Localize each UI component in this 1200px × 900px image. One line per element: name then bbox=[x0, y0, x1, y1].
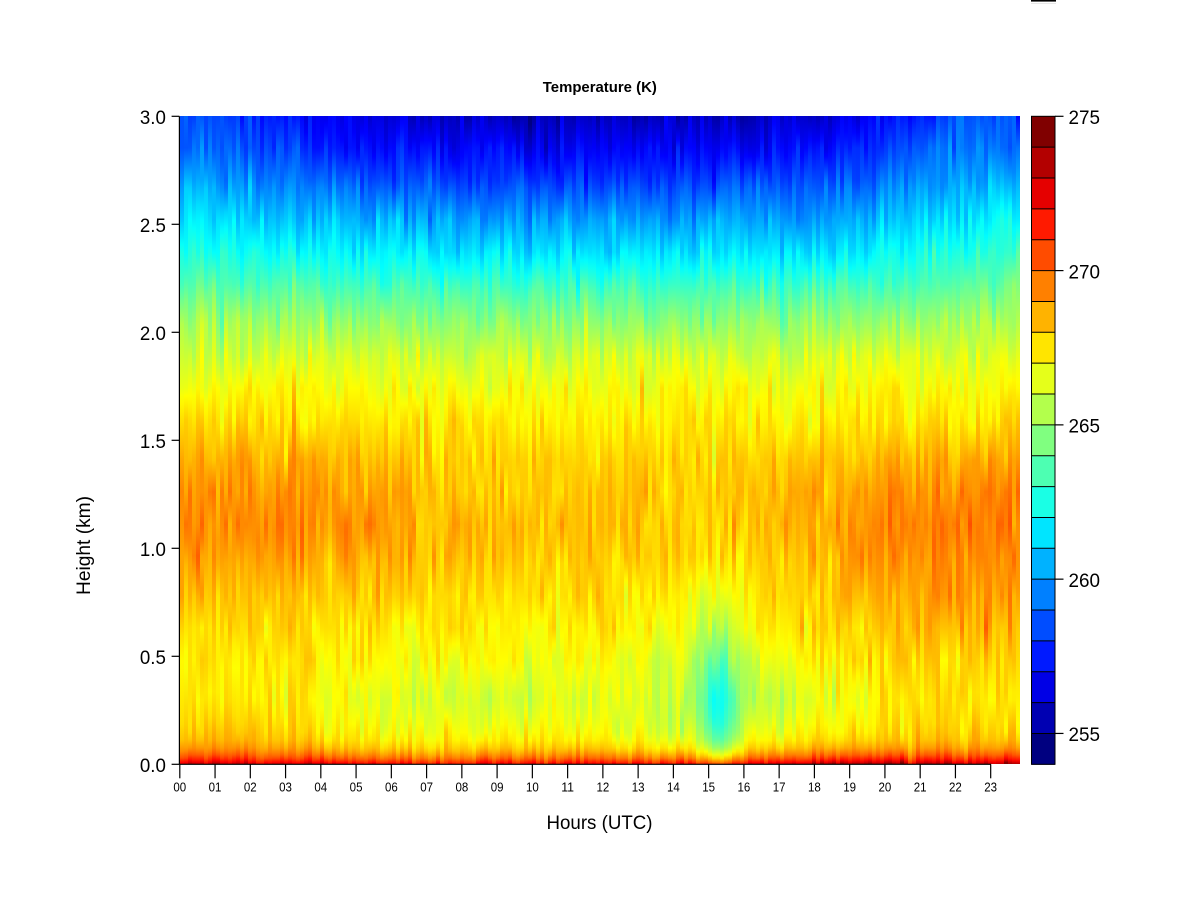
svg-text:0.0: 0.0 bbox=[140, 756, 166, 777]
svg-text:15: 15 bbox=[702, 779, 715, 794]
svg-text:Hours (UTC): Hours (UTC) bbox=[547, 813, 653, 834]
svg-text:21: 21 bbox=[914, 779, 927, 794]
svg-text:265: 265 bbox=[1069, 417, 1101, 438]
svg-text:06: 06 bbox=[385, 779, 398, 794]
svg-text:14: 14 bbox=[667, 779, 680, 794]
svg-text:Temperature (K): Temperature (K) bbox=[543, 80, 657, 96]
svg-text:1.0: 1.0 bbox=[140, 540, 166, 561]
svg-text:3.0: 3.0 bbox=[140, 108, 166, 129]
svg-text:Height (km): Height (km) bbox=[74, 496, 95, 595]
svg-text:20: 20 bbox=[879, 779, 892, 794]
svg-text:13: 13 bbox=[632, 779, 645, 794]
svg-text:270: 270 bbox=[1069, 262, 1101, 283]
svg-text:23: 23 bbox=[984, 779, 997, 794]
svg-text:2.0: 2.0 bbox=[140, 324, 166, 345]
svg-text:03: 03 bbox=[279, 779, 292, 794]
svg-text:01: 01 bbox=[209, 779, 222, 794]
svg-text:02: 02 bbox=[244, 779, 257, 794]
svg-text:00: 00 bbox=[173, 779, 186, 794]
svg-text:275: 275 bbox=[1069, 108, 1101, 129]
svg-text:05: 05 bbox=[350, 779, 363, 794]
svg-text:04: 04 bbox=[314, 779, 327, 794]
svg-text:11: 11 bbox=[561, 779, 574, 794]
svg-text:0.5: 0.5 bbox=[140, 648, 166, 669]
svg-text:255: 255 bbox=[1069, 725, 1101, 746]
svg-text:17: 17 bbox=[773, 779, 786, 794]
svg-text:12: 12 bbox=[596, 779, 609, 794]
svg-text:07: 07 bbox=[420, 779, 433, 794]
svg-text:18: 18 bbox=[808, 779, 821, 794]
svg-text:16: 16 bbox=[738, 779, 751, 794]
svg-text:1.5: 1.5 bbox=[140, 432, 166, 453]
svg-text:2.5: 2.5 bbox=[140, 216, 166, 237]
svg-text:22: 22 bbox=[949, 779, 962, 794]
svg-text:19: 19 bbox=[843, 779, 856, 794]
svg-text:260: 260 bbox=[1069, 571, 1101, 592]
svg-text:09: 09 bbox=[491, 779, 504, 794]
svg-text:10: 10 bbox=[526, 779, 539, 794]
svg-text:08: 08 bbox=[455, 779, 468, 794]
